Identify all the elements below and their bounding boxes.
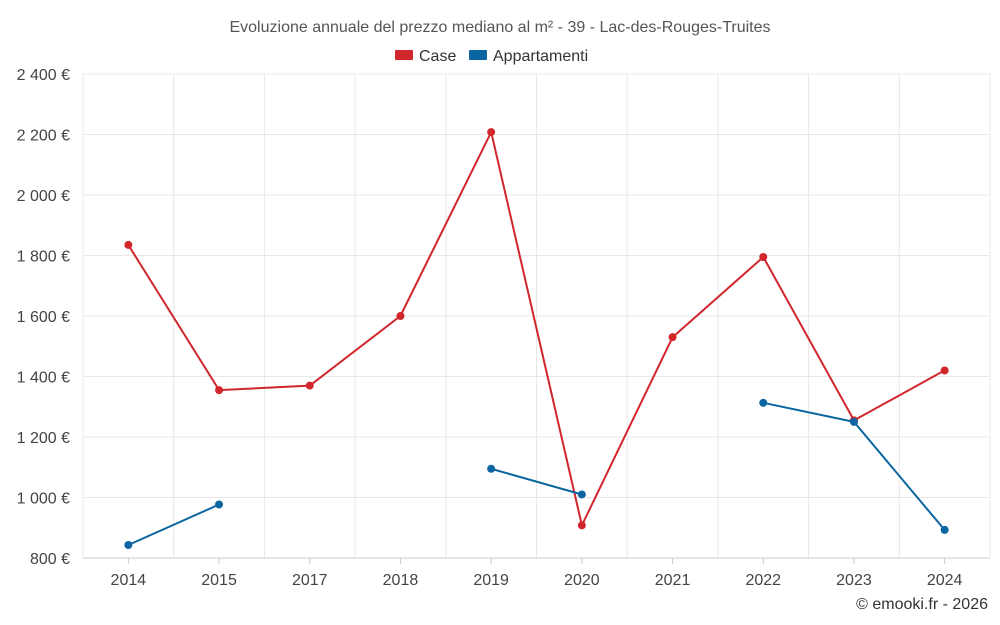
series-line-appartamenti (490, 467, 583, 496)
y-tick-label: 1 800 € (17, 249, 70, 266)
data-point-appartamenti-2024[interactable] (940, 525, 949, 534)
data-point-case-2024[interactable] (940, 366, 949, 375)
data-point-case-2022[interactable] (759, 253, 768, 262)
data-point-appartamenti-2019[interactable] (487, 464, 496, 473)
credit-text: © emooki.fr - 2026 (856, 596, 988, 613)
series-appartamenti (124, 398, 949, 549)
x-tick-label: 2020 (564, 572, 600, 589)
legend-swatch-appartamenti (469, 50, 487, 60)
y-tick-label: 2 200 € (17, 128, 70, 145)
legend-item-appartamenti[interactable]: Appartamenti (469, 48, 588, 65)
x-tick-label: 2022 (745, 572, 781, 589)
legend-label-case: Case (419, 48, 456, 65)
data-point-appartamenti-2020[interactable] (577, 490, 586, 499)
y-tick-label: 800 € (30, 551, 70, 568)
series-line-case (127, 131, 946, 527)
x-axis: 2014 2015 2017 2018 2019 2020 2021 2022 2023 2024 (83, 557, 990, 589)
data-point-case-2021[interactable] (668, 333, 677, 342)
data-point-case-2019[interactable] (487, 128, 496, 137)
legend-label-appartamenti: Appartamenti (493, 48, 588, 65)
x-tick-label: 2014 (111, 572, 147, 589)
y-tick-label: 2 400 € (17, 67, 70, 84)
legend[interactable]: Case Appartamenti (395, 48, 588, 65)
x-tick-label: 2024 (927, 572, 963, 589)
y-tick-label: 1 400 € (17, 370, 70, 387)
data-point-appartamenti-2014[interactable] (124, 540, 133, 549)
x-tick-label: 2018 (383, 572, 419, 589)
data-point-case-2017[interactable] (305, 381, 314, 390)
x-tick-label: 2015 (201, 572, 237, 589)
data-point-case-2015[interactable] (215, 386, 224, 395)
legend-item-case[interactable]: Case (395, 48, 456, 65)
series-layer (124, 128, 949, 549)
y-tick-label: 2 000 € (17, 188, 70, 205)
data-point-appartamenti-2022[interactable] (759, 398, 768, 407)
x-tick-label: 2023 (836, 572, 872, 589)
y-tick-label: 1 200 € (17, 430, 70, 447)
data-point-case-2020[interactable] (577, 521, 586, 530)
data-point-case-2018[interactable] (396, 312, 405, 320)
x-tick-label: 2019 (473, 572, 509, 589)
series-line-appartamenti (127, 503, 220, 546)
y-tick-label: 1 600 € (17, 309, 70, 326)
grid (82, 73, 991, 559)
chart-title: Evoluzione annuale del prezzo mediano al… (229, 19, 770, 36)
legend-swatch-case (395, 50, 413, 60)
x-tick-label: 2017 (292, 572, 328, 589)
data-point-appartamenti-2015[interactable] (215, 500, 224, 509)
y-axis: 800 € 1 000 € 1 200 € 1 400 € 1 600 € 1 800 €… (17, 67, 70, 568)
data-point-case-2014[interactable] (124, 240, 133, 249)
data-point-appartamenti-2023[interactable] (849, 417, 858, 426)
x-tick-label: 2021 (655, 572, 691, 589)
y-tick-label: 1 000 € (17, 491, 70, 508)
